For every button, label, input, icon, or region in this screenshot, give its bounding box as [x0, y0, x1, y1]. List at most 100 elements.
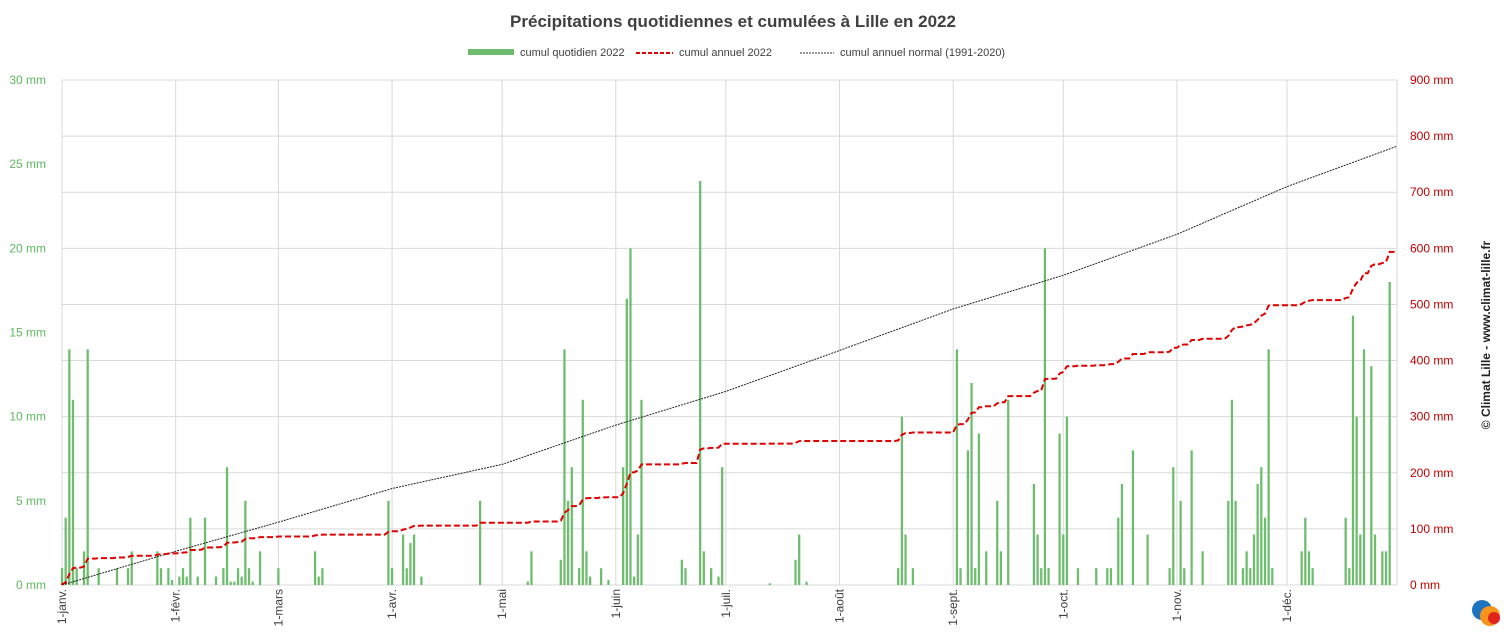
bar-daily: [244, 500, 247, 585]
bar-daily: [904, 534, 907, 585]
bar-daily: [1230, 399, 1234, 585]
bar-daily: [159, 568, 163, 585]
bar-daily: [229, 581, 232, 585]
bar-daily: [409, 542, 412, 585]
bar-daily: [1267, 349, 1270, 585]
y-right-tick-label: 100 mm: [1410, 522, 1453, 536]
legend-swatch-daily: [468, 49, 514, 55]
series-line-cumul-normal: [61, 145, 1398, 586]
bar-daily: [401, 534, 405, 585]
bar-daily: [1263, 517, 1267, 585]
y-left-tick-label: 20 mm: [9, 241, 46, 255]
bar-daily: [405, 568, 408, 585]
bar-daily: [897, 568, 900, 585]
bar-daily: [570, 467, 573, 585]
bar-daily: [633, 576, 636, 585]
x-tick-label: 1-août: [833, 588, 847, 623]
bar-daily: [1036, 534, 1039, 585]
bar-daily: [966, 450, 970, 585]
bar-daily: [277, 568, 280, 585]
bar-daily: [974, 568, 977, 585]
bar-daily: [82, 551, 86, 585]
bar-daily: [1047, 568, 1050, 585]
daily-bars: [60, 181, 1391, 585]
bar-daily: [1370, 366, 1373, 585]
bar-daily: [1300, 551, 1303, 585]
bar-daily: [911, 568, 915, 585]
bar-daily: [130, 551, 133, 585]
y-left-tick-label: 5 mm: [16, 494, 46, 508]
bar-daily: [1271, 568, 1274, 585]
legend: cumul quotidien 2022 cumul annuel 2022 c…: [468, 47, 1005, 59]
bar-daily: [798, 534, 801, 585]
bar-daily: [636, 534, 639, 585]
bar-daily: [589, 576, 592, 585]
x-tick-label: 1-nov.: [1170, 589, 1184, 621]
x-tick-label: 1-avr.: [385, 589, 399, 619]
bar-daily: [1168, 568, 1171, 585]
bar-daily: [1190, 450, 1193, 585]
x-tick-label: 1-juin: [609, 589, 623, 618]
y-right-tick-label: 800 mm: [1410, 129, 1453, 143]
y-right-tick-label: 0 mm: [1410, 578, 1440, 592]
bar-daily: [189, 517, 192, 585]
bar-daily: [1120, 484, 1124, 585]
bar-daily: [1381, 551, 1384, 585]
bar-daily: [1241, 568, 1245, 585]
bar-daily: [1348, 568, 1351, 585]
bar-daily: [1131, 450, 1135, 585]
bar-daily: [996, 500, 999, 585]
bar-daily: [181, 568, 185, 585]
x-tick-label: 1-oct.: [1056, 589, 1070, 619]
bar-daily: [1384, 551, 1388, 585]
bar-daily: [97, 568, 100, 585]
grid: [61, 79, 1398, 586]
bar-daily: [999, 551, 1003, 585]
bar-daily: [1146, 534, 1149, 585]
bar-daily: [721, 467, 724, 585]
bar-daily: [1311, 568, 1314, 585]
bar-daily: [75, 568, 78, 585]
y-left-tick-label: 10 mm: [9, 410, 46, 424]
bar-daily: [607, 579, 610, 585]
bar-daily: [236, 568, 240, 585]
climat-lille-logo: [1472, 600, 1500, 626]
bar-daily: [900, 416, 904, 585]
bar-daily: [1373, 534, 1377, 585]
bar-daily: [86, 349, 89, 585]
bar-daily: [985, 551, 988, 585]
bar-daily: [1252, 534, 1256, 585]
bar-daily: [566, 500, 570, 585]
bar-daily: [317, 576, 320, 585]
bar-daily: [156, 551, 159, 585]
bar-daily: [1307, 551, 1311, 585]
bar-daily: [390, 568, 394, 585]
y-right-tick-label: 300 mm: [1410, 410, 1453, 424]
x-tick-label: 1-sept.: [946, 589, 960, 626]
bar-daily: [1062, 534, 1065, 585]
bar-daily: [1076, 568, 1080, 585]
bar-daily: [970, 383, 973, 585]
bar-daily: [578, 568, 581, 585]
y-axis-left: 0 mm 5 mm 10 mm 15 mm 20 mm 25 mm 30 mm: [9, 73, 46, 592]
x-tick-label: 1-déc.: [1280, 589, 1294, 622]
bar-daily: [321, 568, 324, 585]
bar-daily: [1058, 433, 1061, 585]
bar-daily: [126, 568, 130, 585]
bar-daily: [1362, 349, 1366, 585]
bar-daily: [1227, 500, 1230, 585]
bar-daily: [1249, 568, 1252, 585]
legend-label-daily: cumul quotidien 2022: [520, 47, 625, 59]
y-right-tick-label: 700 mm: [1410, 185, 1453, 199]
bar-daily: [258, 551, 262, 585]
bar-daily: [313, 551, 317, 585]
x-tick-label: 1-janv.: [55, 589, 69, 624]
bar-daily: [559, 559, 562, 585]
bar-daily: [680, 559, 683, 585]
bar-daily: [1388, 282, 1391, 585]
bar-daily: [1109, 568, 1113, 585]
y-left-tick-label: 0 mm: [16, 578, 46, 592]
bar-daily: [71, 399, 75, 585]
bar-daily: [955, 349, 959, 585]
bar-daily: [794, 559, 797, 585]
